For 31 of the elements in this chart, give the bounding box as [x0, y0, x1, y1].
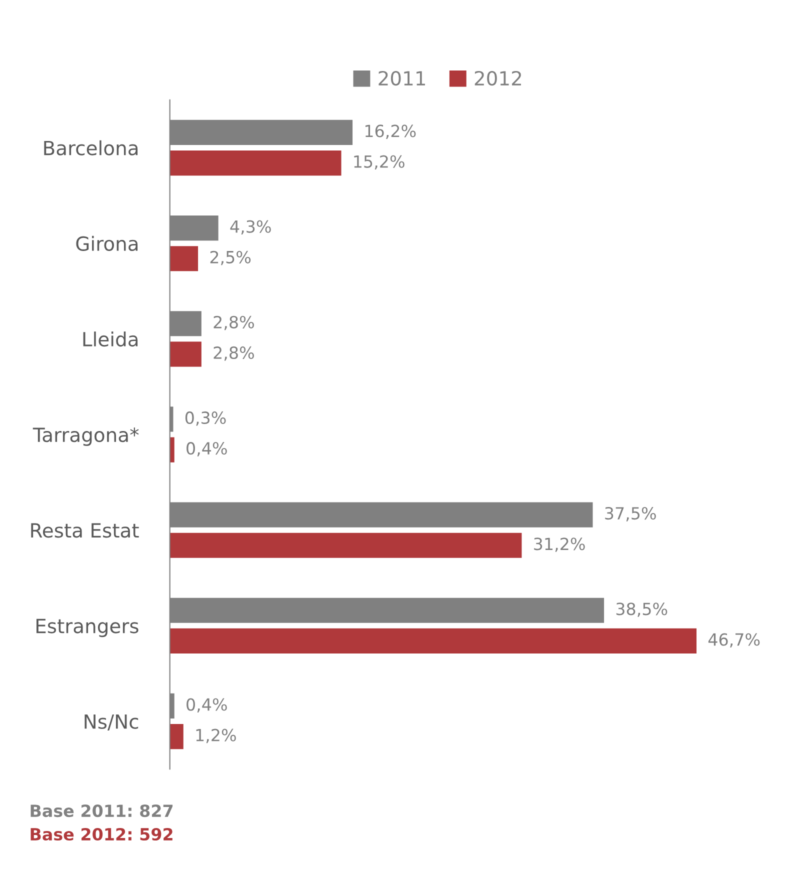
legend-label: 2011: [378, 70, 425, 86]
data-label: 2,8%: [214, 346, 254, 361]
data-label: 4,3%: [230, 220, 271, 235]
data-label: 15,2%: [354, 155, 404, 170]
data-label: 2,8%: [214, 316, 254, 330]
text: Base 2011: 827: [30, 804, 173, 818]
data-label: 0,3%: [185, 411, 226, 426]
data-label: 0,4%: [186, 698, 227, 713]
y-tick-label: Barcelona: [44, 140, 138, 156]
bar: [170, 724, 184, 750]
bar: [170, 532, 522, 558]
y-tick-label: Girona: [76, 236, 138, 251]
data-label: 1,2%: [196, 728, 236, 744]
data-label: 16,2%: [365, 124, 416, 139]
data-label: 0,4%: [186, 442, 227, 456]
legend-label: 2012: [474, 70, 521, 86]
bar: [170, 342, 202, 367]
data-label: 31,2%: [534, 538, 585, 552]
data-label: 38,5%: [616, 602, 668, 617]
y-tick-label: Tarragona*: [32, 427, 139, 446]
data-label: 37,5%: [605, 507, 656, 522]
y-tick-label: Ns/Nc: [84, 714, 138, 730]
text: Base 2012: 592: [30, 828, 172, 841]
y-tick-label: Estrangers: [36, 618, 138, 638]
bar: [170, 246, 198, 272]
data-label: 46,7%: [708, 633, 760, 648]
y-tick-label: Resta Estat: [31, 523, 139, 538]
bar: [170, 150, 342, 176]
data-label: 2,5%: [210, 250, 251, 266]
bar: [170, 628, 697, 654]
y-tick-label: Lleida: [83, 332, 138, 347]
